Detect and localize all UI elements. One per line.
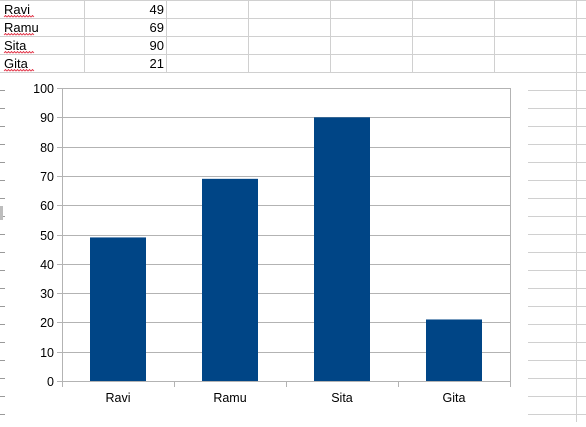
x-tick-label: Sita bbox=[331, 391, 353, 405]
cell-name[interactable]: Sita bbox=[4, 38, 27, 53]
cell-value[interactable]: 69 bbox=[150, 20, 164, 35]
x-tick-label: Ravi bbox=[105, 391, 130, 405]
data-cells: Ravi 49 Ramu 69 Sita 90 Gita 21 bbox=[3, 2, 164, 72]
y-tick-label: 60 bbox=[40, 199, 54, 213]
spellcheck-underline bbox=[3, 68, 35, 72]
y-tick-label: 30 bbox=[40, 287, 54, 301]
row-header-edge bbox=[0, 90, 5, 415]
spellcheck-underline bbox=[3, 50, 35, 54]
cell-value[interactable]: 21 bbox=[150, 56, 164, 71]
y-tick-label: 40 bbox=[40, 258, 54, 272]
y-tick-label: 50 bbox=[40, 229, 54, 243]
bar-ramu[interactable] bbox=[202, 178, 258, 381]
x-tick-label: Ramu bbox=[213, 391, 246, 405]
bar-gita[interactable] bbox=[426, 319, 482, 381]
cell-value[interactable]: 90 bbox=[150, 38, 164, 53]
y-tick-label: 0 bbox=[47, 375, 54, 389]
y-tick-label: 80 bbox=[40, 141, 54, 155]
x-tick-label: Gita bbox=[443, 391, 466, 405]
bar-chart[interactable]: 0 10 20 30 40 50 60 70 80 90 100 Ravi Ramu Sita Gita bbox=[33, 82, 511, 405]
cell-value[interactable]: 49 bbox=[150, 2, 164, 17]
cell-name[interactable]: Ravi bbox=[4, 2, 30, 17]
y-tick-label: 70 bbox=[40, 170, 54, 184]
y-tick-label: 90 bbox=[40, 111, 54, 125]
cell-name[interactable]: Gita bbox=[4, 56, 29, 71]
cell-name[interactable]: Ramu bbox=[4, 20, 39, 35]
y-tick-label: 20 bbox=[40, 316, 54, 330]
bar-sita[interactable] bbox=[314, 117, 370, 382]
y-tick-label: 10 bbox=[40, 346, 54, 360]
spellcheck-underline bbox=[3, 14, 35, 18]
y-tick-label: 100 bbox=[33, 82, 54, 96]
bar-ravi[interactable] bbox=[90, 237, 146, 381]
spellcheck-underline bbox=[3, 32, 35, 36]
selection-handle[interactable] bbox=[0, 206, 3, 220]
